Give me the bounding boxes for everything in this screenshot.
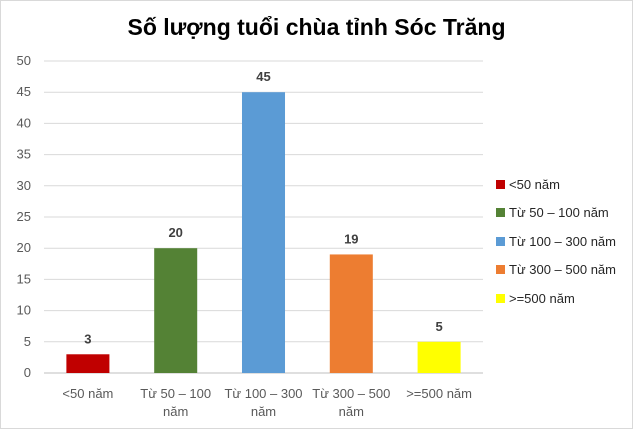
x-tick-label: >=500 năm xyxy=(406,386,472,401)
legend-swatch xyxy=(496,265,505,275)
y-tick-label: 25 xyxy=(17,209,31,224)
x-tick-label: năm xyxy=(251,404,276,419)
bar xyxy=(417,341,461,373)
legend-item: Từ 300 – 500 năm xyxy=(496,256,616,285)
y-tick-label: 40 xyxy=(17,115,31,130)
y-tick-label: 5 xyxy=(24,334,31,349)
legend-swatch xyxy=(496,293,505,303)
y-tick-label: 0 xyxy=(24,365,31,380)
legend-swatch xyxy=(496,208,505,218)
legend-label: Từ 300 – 500 năm xyxy=(509,262,616,278)
x-tick-label: Từ 300 – 500 xyxy=(312,386,390,401)
legend-label: Từ 100 – 300 năm xyxy=(509,233,616,249)
y-tick-label: 20 xyxy=(17,240,31,255)
y-tick-label: 50 xyxy=(17,53,31,68)
bar xyxy=(329,254,373,373)
chart-legend: <50 năm Từ 50 – 100 năm Từ 100 – 300 năm Từ… xyxy=(496,170,616,313)
legend-item: <50 năm xyxy=(496,170,616,199)
y-tick-label: 10 xyxy=(17,303,31,318)
bar xyxy=(154,248,198,373)
data-label: 19 xyxy=(344,231,358,246)
data-label: 20 xyxy=(168,225,182,240)
legend-swatch xyxy=(496,179,505,189)
y-tick-label: 30 xyxy=(17,178,31,193)
legend-item: >=500 năm xyxy=(496,284,616,313)
x-tick-label: Từ 100 – 300 xyxy=(224,386,302,401)
y-tick-label: 35 xyxy=(17,147,31,162)
data-label: 5 xyxy=(435,319,442,334)
legend-swatch xyxy=(496,236,505,246)
legend-label: Từ 50 – 100 năm xyxy=(509,205,609,221)
legend-label: <50 năm xyxy=(509,176,560,192)
data-label: 3 xyxy=(84,331,91,346)
x-tick-label: năm xyxy=(163,404,188,419)
x-tick-label: năm xyxy=(339,404,364,419)
y-tick-label: 45 xyxy=(17,84,31,99)
data-label: 45 xyxy=(256,69,270,84)
legend-item: Từ 100 – 300 năm xyxy=(496,227,616,256)
chart-title: Số lượng tuổi chùa tỉnh Sóc Trăng xyxy=(127,14,506,40)
bar xyxy=(241,92,286,373)
x-tick-label: Từ 50 – 100 xyxy=(140,386,211,401)
x-tick-label: <50 năm xyxy=(62,386,113,401)
bar xyxy=(66,354,110,373)
y-tick-label: 15 xyxy=(17,271,31,286)
legend-label: >=500 năm xyxy=(509,290,575,306)
legend-item: Từ 50 – 100 năm xyxy=(496,199,616,228)
